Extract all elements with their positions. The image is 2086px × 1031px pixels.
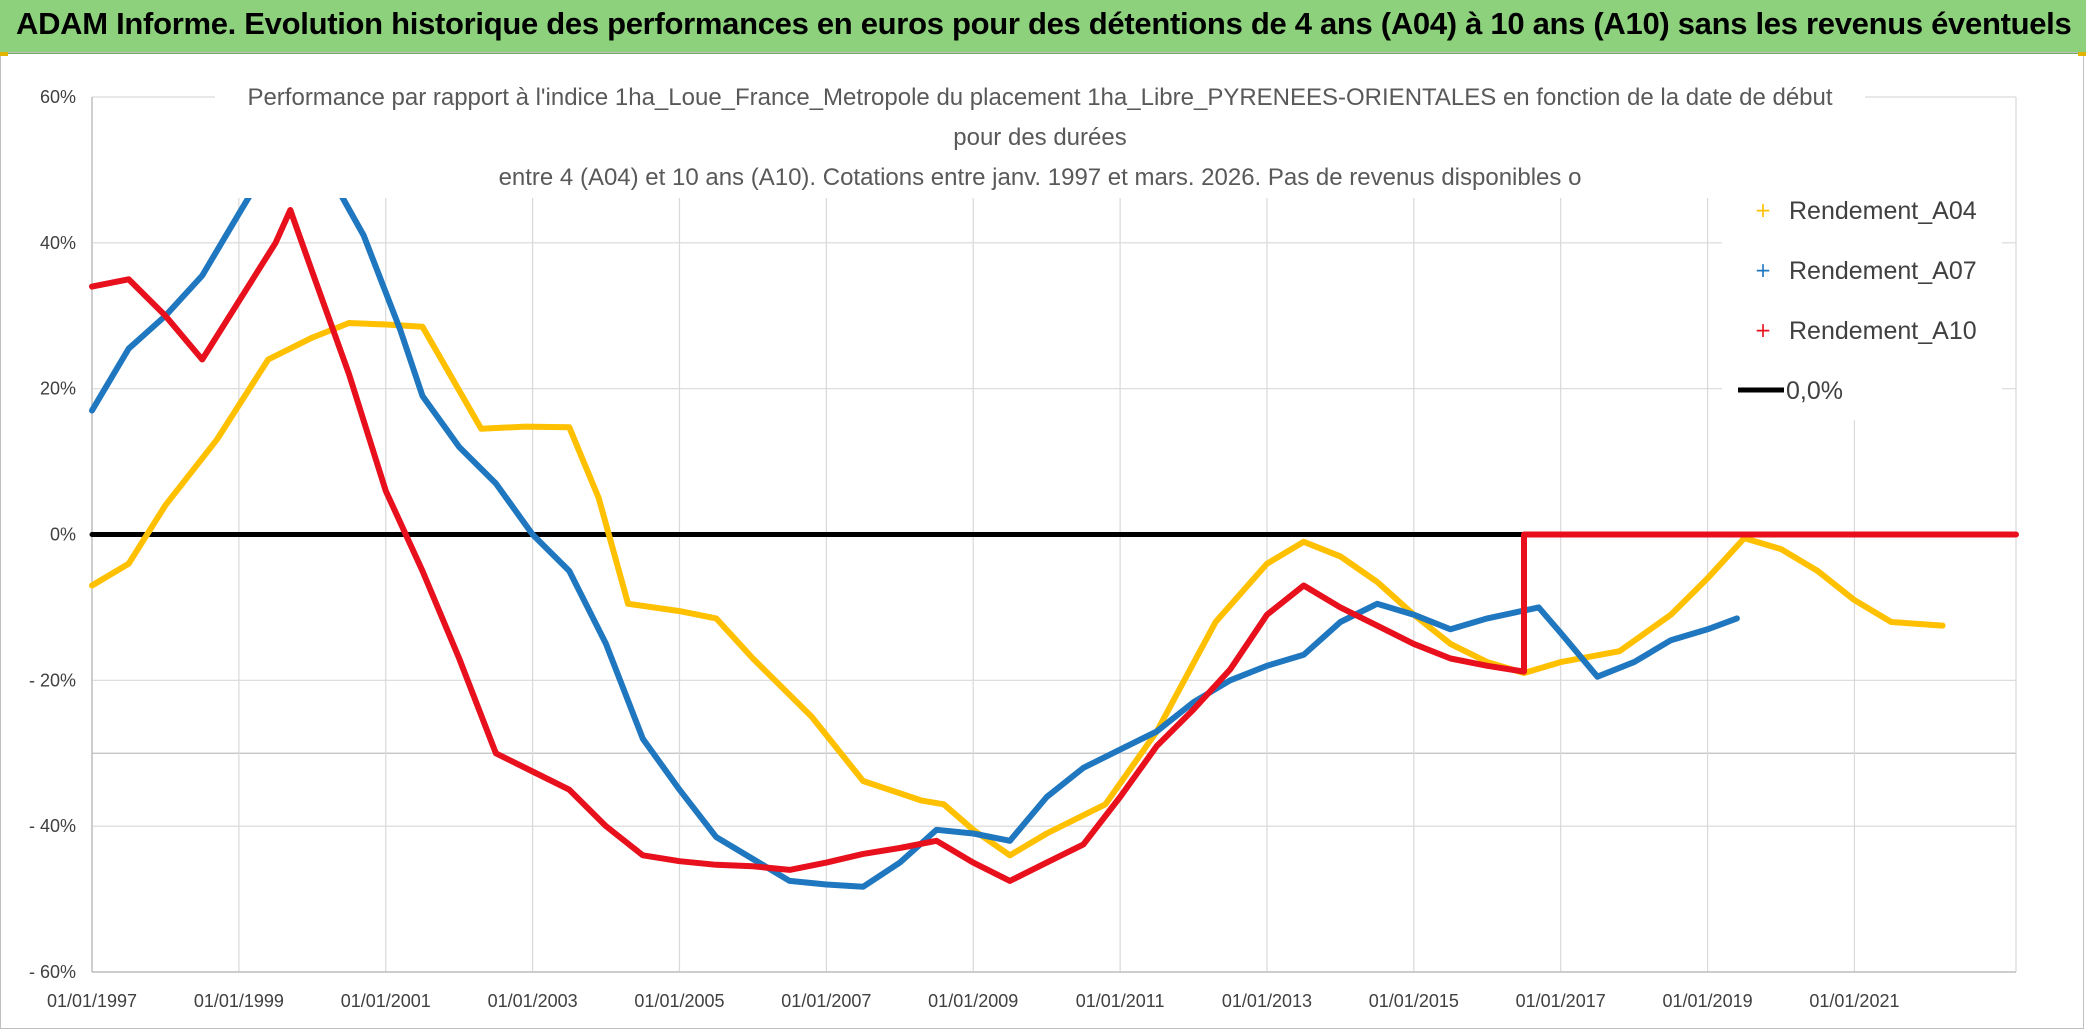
x-tick-label: 01/01/1999 [194,991,284,1011]
y-tick-label: 40% [40,233,76,253]
x-tick-label: 01/01/2011 [1076,991,1165,1011]
x-tick-label: 01/01/2007 [781,991,871,1011]
x-tick-label: 01/01/1997 [47,991,137,1011]
chart-title-line: pour des durées [953,124,1126,151]
title-background [215,80,1865,198]
y-tick-label: 0% [50,525,76,545]
y-tick-label: - 60% [29,962,76,982]
x-tick-label: 01/01/2017 [1516,991,1606,1011]
grid-lines [91,96,2017,973]
header-banner: ADAM Informe. Evolution historique des p… [0,0,2086,54]
legend-marker: + [1755,258,1772,282]
y-tick-label: 60% [40,87,76,107]
legend-marker: + [1755,318,1772,342]
y-tick-label: - 20% [29,670,76,690]
corner-accent-left [0,52,8,56]
legend-label: Rendement_A04 [1789,197,1977,225]
x-tick-label: 01/01/2009 [928,991,1018,1011]
report-title: ADAM Informe. Evolution historique des p… [16,6,2072,41]
legend-label: Rendement_A10 [1789,317,1977,345]
x-tick-label: 01/01/2015 [1369,991,1459,1011]
series-lines [89,145,2019,890]
axis-tick-labels: 60% 40% 20% 0% - 20% - 40% - 60% 01/01/1997 01/0… [29,87,1900,1011]
x-tick-label: 01/01/2003 [488,991,578,1011]
legend-label: 0,0% [1786,377,1843,405]
chart-title-line: entre 4 (A04) et 10 ans (A10). Cotations… [499,164,1582,191]
y-tick-label: 20% [40,379,76,399]
series-line-rendement-a10 [89,207,2019,884]
y-tick-label: - 40% [29,816,76,836]
x-tick-label: 01/01/2005 [634,991,724,1011]
x-tick-label: 01/01/2013 [1222,991,1312,1011]
legend-label: Rendement_A07 [1789,257,1977,285]
series-line-rendement-a04 [89,320,1946,859]
legend: + Rendement_A04 + Rendement_A07 + Rendement_A… [1722,180,2002,420]
chart-title: Performance par rapport à l'indice 1ha_L… [215,80,1865,198]
chart-title-line: Performance par rapport à l'indice 1ha_L… [247,84,1832,111]
corner-accent-right [2078,52,2086,56]
x-tick-label: 01/01/2001 [341,991,431,1011]
legend-marker: + [1755,198,1772,222]
x-tick-label: 01/01/2021 [1809,991,1899,1011]
series-line-rendement-a07 [89,145,1740,890]
x-tick-label: 01/01/2019 [1663,991,1753,1011]
chart-frame [0,52,2084,1029]
legend-background [1722,180,2002,420]
